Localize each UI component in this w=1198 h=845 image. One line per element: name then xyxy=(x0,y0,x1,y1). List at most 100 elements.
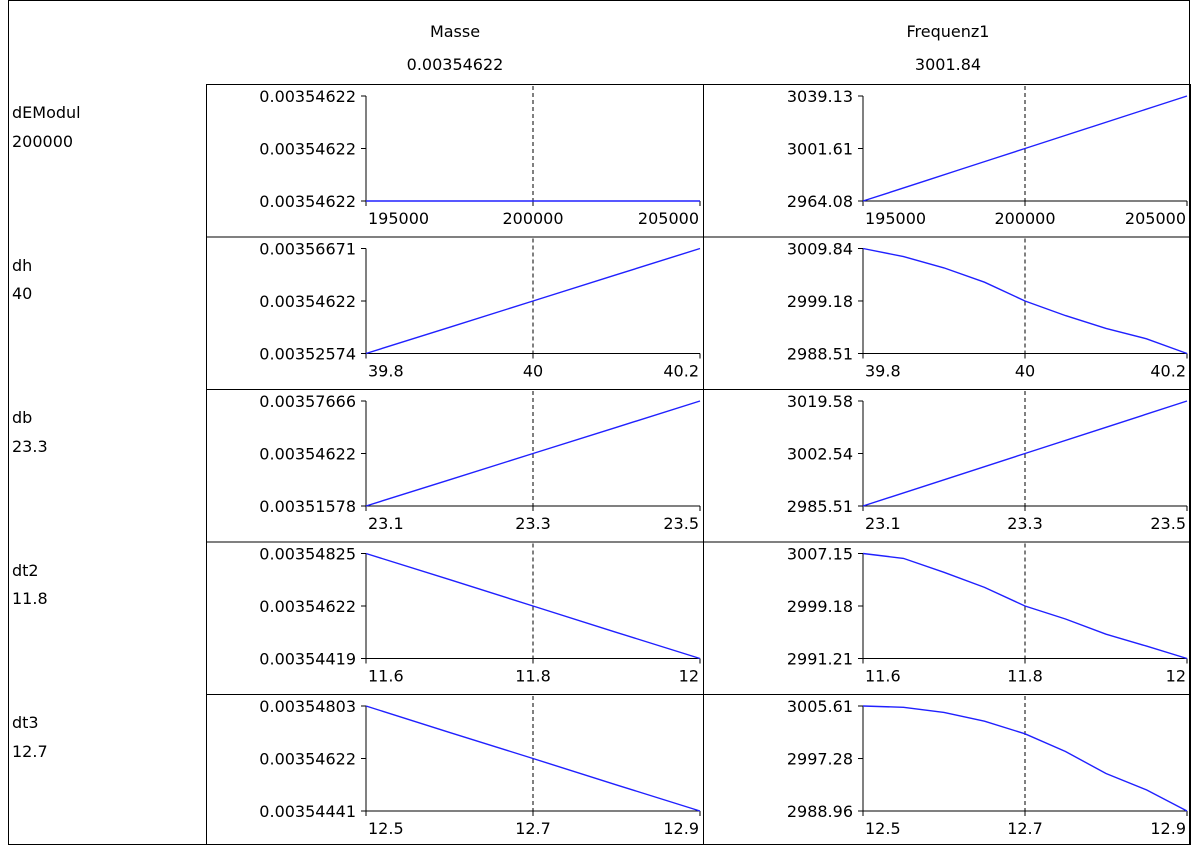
row-header-demodul-name: dEModul xyxy=(12,103,81,122)
panel-dt3-frequenz1-y-tick-label-2: 2988.96 xyxy=(787,802,853,821)
panel-db-masse-y-tick-label-0: 0.00357666 xyxy=(259,392,356,411)
panel-dt2-masse-y-tick-label-0: 0.00354825 xyxy=(259,545,356,564)
panel-demodul-frequenz1-x-tick-label-2: 205000 xyxy=(1125,209,1186,228)
panel-db-frequenz1-y-tick-label-2: 2985.51 xyxy=(787,497,853,516)
panel-demodul-frequenz1: 3039.13 3001.61 2964.08 195000 200000 205000 xyxy=(703,84,1191,238)
panel-demodul-masse-x-tick-label-0: 195000 xyxy=(368,209,429,228)
panel-db-masse-y-tick-label-2: 0.00351578 xyxy=(259,497,356,516)
panel-dt3-frequenz1-x-tick-label-0: 12.5 xyxy=(865,819,901,838)
panel-dt2-masse-x-tick-label-0: 11.6 xyxy=(368,667,404,686)
panel-dh-masse-x-tick-label-2: 40.2 xyxy=(663,362,699,381)
panel-dt3-masse-x-tick-label-2: 12.9 xyxy=(663,819,699,838)
panel-dt2-frequenz1-y-tick-label-2: 2991.21 xyxy=(787,650,853,669)
row-header-demodul: dEModul 200000 xyxy=(12,103,81,151)
panel-dt3-frequenz1-y-tick-label-1: 2997.28 xyxy=(787,750,853,769)
panel-dh-masse-y-tick-label-1: 0.00354622 xyxy=(259,292,356,311)
row-header-dh: dh 40 xyxy=(12,256,32,303)
panel-dt2-frequenz1-y-tick-label-1: 2999.18 xyxy=(787,597,853,616)
panel-dt2-masse-x-tick-label-1: 11.8 xyxy=(515,667,551,686)
panel-dh-masse-series-line-0 xyxy=(365,247,701,355)
panel-dt3-masse: 0.00354803 0.00354622 0.00354441 12.5 12.7 12… xyxy=(206,694,704,845)
panel-db-masse-series-line-0 xyxy=(365,400,701,507)
panel-db-frequenz1-y-tick-label-1: 3002.54 xyxy=(787,445,853,464)
panel-db-masse-x-tick-label-1: 23.3 xyxy=(515,514,551,533)
panel-demodul-masse: 0.00354622 0.00354622 0.00354622 195000 2000… xyxy=(206,84,704,238)
row-header-db-value: 23.3 xyxy=(12,437,48,456)
panel-dt2-masse-series-line-0 xyxy=(365,552,701,660)
panel-demodul-frequenz1-x-tick-label-0: 195000 xyxy=(865,209,926,228)
column-header-frequenz1-value: 3001.84 xyxy=(915,55,981,74)
panel-demodul-masse-y-tick-label-2: 0.00354622 xyxy=(259,192,356,211)
panel-dt3-frequenz1-y-tick-label-0: 3005.61 xyxy=(787,697,853,716)
panel-dh-frequenz1-series-line-0 xyxy=(862,247,1188,355)
panel-dh-frequenz1-x-tick-label-0: 39.8 xyxy=(865,362,901,381)
panel-dt2-frequenz1-series-line-0 xyxy=(862,552,1188,660)
panel-dt2-frequenz1: 3007.15 2999.18 2991.21 11.6 11.8 12 xyxy=(703,541,1191,695)
panel-dh-frequenz1-y-tick-label-2: 2988.51 xyxy=(787,345,853,364)
panel-dt3-frequenz1-border xyxy=(703,694,1191,845)
panel-demodul-frequenz1-y-tick-label-2: 2964.08 xyxy=(787,192,853,211)
column-header-masse-name: Masse xyxy=(430,22,480,41)
panel-dt3-masse-y-tick-label-2: 0.00354441 xyxy=(259,802,356,821)
panel-demodul-frequenz1-x-tick-label-1: 200000 xyxy=(994,209,1055,228)
row-header-dt3: dt3 12.7 xyxy=(12,713,48,761)
panel-db-frequenz1-series-line-0 xyxy=(862,400,1188,507)
panel-demodul-frequenz1-series-line-0 xyxy=(862,95,1188,202)
row-header-dt2-name: dt2 xyxy=(12,561,39,580)
panel-dh-frequenz1: 3009.84 2999.18 2988.51 39.8 40 40.2 xyxy=(703,236,1191,390)
panel-dt3-frequenz1-x-tick-label-1: 12.7 xyxy=(1007,819,1043,838)
panel-dt2-frequenz1-x-tick-label-0: 11.6 xyxy=(865,667,901,686)
panel-db-masse-x-tick-label-2: 23.5 xyxy=(663,514,699,533)
panel-db-frequenz1-x-tick-label-1: 23.3 xyxy=(1007,514,1043,533)
panel-demodul-masse-x-tick-label-2: 205000 xyxy=(638,209,699,228)
row-header-db-name: db xyxy=(12,408,32,427)
panel-db-masse-x-tick-label-0: 23.1 xyxy=(368,514,404,533)
panel-demodul-frequenz1-y-tick-label-0: 3039.13 xyxy=(787,87,853,106)
panel-dt3-masse-series-line-0 xyxy=(365,705,701,812)
panel-db-masse: 0.00357666 0.00354622 0.00351578 23.1 23.3 23… xyxy=(206,389,704,543)
row-header-dh-value: 40 xyxy=(12,284,32,303)
panel-dh-frequenz1-x-tick-label-1: 40 xyxy=(1015,362,1035,381)
panel-dh-masse-x-tick-label-0: 39.8 xyxy=(368,362,404,381)
panel-dt2-masse-x-tick-label-2: 12 xyxy=(679,667,699,686)
row-header-demodul-value: 200000 xyxy=(12,132,73,151)
panel-db-frequenz1-x-tick-label-2: 23.5 xyxy=(1150,514,1186,533)
row-header-db: db 23.3 xyxy=(12,408,48,456)
panel-dh-masse-x-tick-label-1: 40 xyxy=(523,362,543,381)
panel-dh-masse-y-tick-label-0: 0.00356671 xyxy=(259,240,356,259)
row-header-dt3-name: dt3 xyxy=(12,713,39,732)
row-header-dt3-value: 12.7 xyxy=(12,742,48,761)
panel-dt2-frequenz1-y-tick-label-0: 3007.15 xyxy=(787,545,853,564)
panel-dt3-masse-y-tick-label-1: 0.00354622 xyxy=(259,750,356,769)
panel-demodul-frequenz1-y-tick-label-1: 3001.61 xyxy=(787,139,853,158)
panel-dt2-frequenz1-x-tick-label-1: 11.8 xyxy=(1007,667,1043,686)
panel-dt2-masse-y-tick-label-1: 0.00354622 xyxy=(259,597,356,616)
row-header-dt2-value: 11.8 xyxy=(12,589,48,608)
panel-db-masse-y-tick-label-1: 0.00354622 xyxy=(259,445,356,464)
panel-demodul-masse-y-tick-label-1: 0.00354622 xyxy=(259,140,356,159)
panel-dh-masse-y-tick-label-2: 0.00352574 xyxy=(259,345,356,364)
panel-dt2-masse-y-tick-label-2: 0.00354419 xyxy=(259,650,356,669)
panel-dt3-masse-x-tick-label-1: 12.7 xyxy=(515,819,551,838)
column-header-frequenz1-name: Frequenz1 xyxy=(907,22,990,41)
panel-dh-frequenz1-x-tick-label-2: 40.2 xyxy=(1150,362,1186,381)
panel-dh-frequenz1-y-tick-label-0: 3009.84 xyxy=(787,240,853,259)
panel-dt3-frequenz1-series-line-0 xyxy=(862,705,1188,812)
panel-db-frequenz1-x-tick-label-0: 23.1 xyxy=(865,514,901,533)
panel-dt2-masse: 0.00354825 0.00354622 0.00354419 11.6 11.8 12 xyxy=(206,541,704,695)
chart-panels: 0.00354622 0.00354622 0.00354622 195000 2000… xyxy=(206,84,1191,845)
row-header-dh-name: dh xyxy=(12,256,32,275)
panel-demodul-masse-x-tick-label-1: 200000 xyxy=(502,209,563,228)
panel-dt3-frequenz1-x-tick-label-2: 12.9 xyxy=(1150,819,1186,838)
panel-dt3-masse-x-tick-label-0: 12.5 xyxy=(368,819,404,838)
column-header-masse-value: 0.00354622 xyxy=(407,55,504,74)
panel-dt2-frequenz1-x-tick-label-2: 12 xyxy=(1166,667,1186,686)
column-header-masse: Masse 0.00354622 xyxy=(407,22,504,74)
panel-dt3-masse-y-tick-label-0: 0.00354803 xyxy=(259,697,356,716)
panel-dh-masse: 0.00356671 0.00354622 0.00352574 39.8 40 40.2 xyxy=(206,236,704,390)
panel-dt3-frequenz1: 3005.61 2997.28 2988.96 12.5 12.7 12.9 xyxy=(703,694,1191,845)
row-header-dt2: dt2 11.8 xyxy=(12,561,48,608)
panel-db-frequenz1-y-tick-label-0: 3019.58 xyxy=(787,392,853,411)
